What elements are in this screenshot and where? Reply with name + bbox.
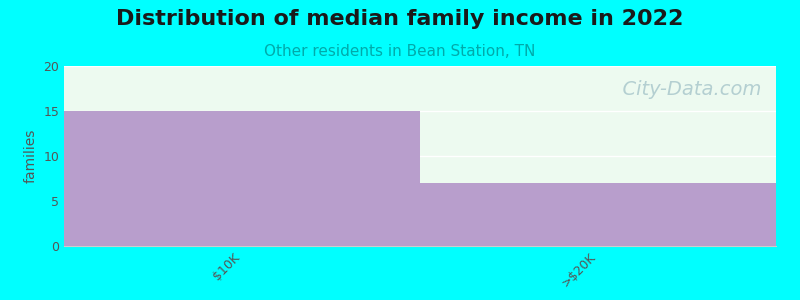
Text: Distribution of median family income in 2022: Distribution of median family income in … <box>116 9 684 29</box>
Text: Other residents in Bean Station, TN: Other residents in Bean Station, TN <box>264 44 536 59</box>
Bar <box>420 183 776 246</box>
Bar <box>64 111 420 246</box>
Text: City-Data.com: City-Data.com <box>610 80 762 99</box>
Y-axis label: families: families <box>24 129 38 183</box>
